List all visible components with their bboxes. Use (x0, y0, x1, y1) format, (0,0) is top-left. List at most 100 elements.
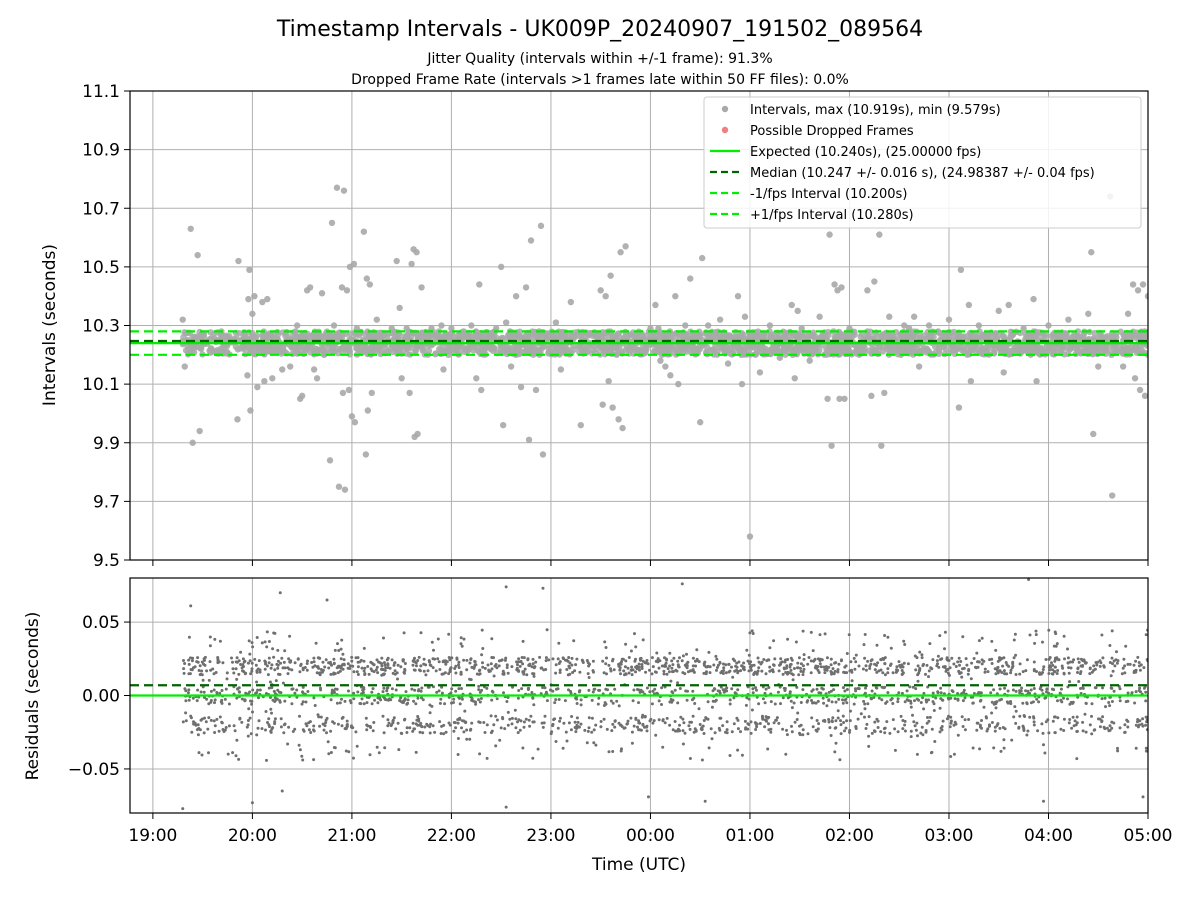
residual-point (1144, 691, 1147, 694)
residual-point (298, 670, 301, 673)
residual-point (1125, 700, 1128, 703)
interval-outlier-point (1065, 316, 1071, 322)
residual-point (313, 730, 316, 733)
residual-point (711, 706, 714, 709)
residual-point (196, 728, 199, 731)
residual-point (382, 687, 385, 690)
residual-point (687, 724, 690, 727)
residual-point (232, 672, 235, 675)
residual-point (915, 722, 918, 725)
residual-point (292, 687, 295, 690)
residual-point (1095, 664, 1098, 667)
residual-point (334, 649, 337, 652)
residual-point (755, 725, 758, 728)
residual-point (775, 719, 778, 722)
residual-point (238, 659, 241, 662)
residual-point (765, 688, 768, 691)
residual-point (812, 725, 815, 728)
residual-point (785, 729, 788, 732)
residual-point (1141, 717, 1144, 720)
residual-point (779, 702, 782, 705)
residual-point (330, 664, 333, 667)
residual-point (636, 726, 639, 729)
interval-point (835, 334, 841, 340)
residual-point (843, 729, 846, 732)
interval-point (453, 344, 459, 350)
residual-point (523, 726, 526, 729)
residual-point (1076, 671, 1079, 674)
residual-point (736, 749, 739, 752)
interval-point (607, 346, 613, 352)
residual-point (505, 700, 508, 703)
residual-point (493, 675, 496, 678)
residual-point (588, 726, 591, 729)
residual-point (848, 633, 851, 636)
residual-point (219, 716, 222, 719)
residual-point (279, 691, 282, 694)
residual-point (429, 711, 432, 714)
residual-point (1113, 664, 1116, 667)
residual-point (203, 731, 206, 734)
interval-outlier-point (526, 437, 532, 443)
residual-point (398, 699, 401, 702)
residual-point (196, 656, 199, 659)
residual-point (722, 669, 725, 672)
residual-point (1101, 686, 1104, 689)
residual-point (578, 671, 581, 674)
residual-point (705, 717, 708, 720)
residual-point (213, 638, 216, 641)
residual-point (936, 659, 939, 662)
residual-point (792, 673, 795, 676)
residual-point (929, 716, 932, 719)
residual-point (802, 673, 805, 676)
residual-point (400, 732, 403, 735)
residual-point (1033, 668, 1036, 671)
residual-point (670, 690, 673, 693)
residual-point (571, 657, 574, 660)
residual-point (750, 732, 753, 735)
residual-point (714, 655, 717, 658)
residual-point (730, 687, 733, 690)
residual-point (810, 659, 813, 662)
interval-outlier-point (398, 375, 404, 381)
residual-point (1145, 633, 1148, 636)
residual-point (479, 721, 482, 724)
residual-point (292, 730, 295, 733)
legend-entry-label: Median (10.247 +/- 0.016 s), (24.98387 +… (750, 166, 1095, 181)
residual-point (723, 691, 726, 694)
residual-point (490, 731, 493, 734)
interval-point (758, 348, 764, 354)
residual-point (893, 727, 896, 730)
residual-point (241, 669, 244, 672)
interval-outlier-point (251, 293, 257, 299)
residual-point (1068, 680, 1071, 683)
interval-point (880, 331, 886, 337)
residual-point (1107, 701, 1110, 704)
residual-point (843, 666, 846, 669)
residual-point (384, 698, 387, 701)
residual-point (251, 662, 254, 665)
residual-point (1136, 718, 1139, 721)
residual-point (182, 659, 185, 662)
residual-point (903, 643, 906, 646)
residual-point (610, 729, 613, 732)
interval-outlier-point (871, 278, 877, 284)
interval-point (250, 333, 256, 339)
residual-point (624, 643, 627, 646)
residual-point (273, 632, 276, 635)
residual-point (658, 718, 661, 721)
legend-entry-label: -1/fps Interval (10.200s) (750, 187, 907, 202)
residual-point (600, 720, 603, 723)
residual-point (323, 666, 326, 669)
residual-point (1022, 670, 1025, 673)
interval-outlier-point (662, 363, 668, 369)
residual-point (210, 719, 213, 722)
residual-point (1131, 691, 1134, 694)
residual-point (811, 702, 814, 705)
residual-point (404, 662, 407, 665)
residual-point (235, 697, 238, 700)
residual-point (301, 759, 304, 762)
residual-point (525, 718, 528, 721)
residual-point (1063, 657, 1066, 660)
interval-outlier-point (968, 378, 974, 384)
